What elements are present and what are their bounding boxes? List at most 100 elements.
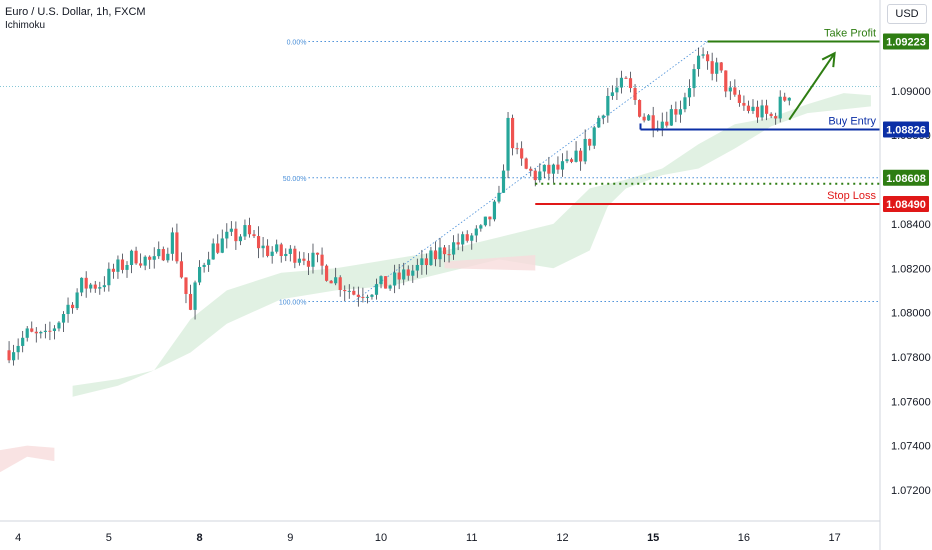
candle-bearish	[488, 216, 492, 220]
currency-button[interactable]: USD	[887, 4, 927, 24]
candle-bullish	[470, 235, 474, 241]
candle-bullish	[211, 243, 215, 260]
candle-bullish	[497, 192, 501, 202]
fib-level-label: 0.00%	[287, 39, 307, 46]
candle-bearish	[547, 164, 551, 174]
candle-bearish	[569, 159, 574, 162]
candle-bullish	[157, 249, 161, 257]
candle-bearish	[733, 87, 737, 95]
candle-bullish	[284, 253, 288, 257]
candle-bullish	[220, 238, 224, 253]
candle-bearish	[179, 261, 184, 278]
candle-bullish	[75, 292, 79, 309]
candle-bearish	[765, 105, 769, 114]
candle-bullish	[606, 95, 610, 116]
candle-bullish	[43, 330, 47, 332]
candle-bullish	[778, 96, 782, 119]
candle-bullish	[429, 250, 433, 266]
candle-bullish	[402, 269, 406, 280]
y-tick-label: 1.07200	[891, 485, 931, 497]
candle-bullish	[275, 244, 279, 252]
candle-bullish	[461, 234, 465, 245]
candle-bullish	[388, 285, 392, 289]
stop-loss-tag	[883, 195, 929, 212]
candle-bearish	[216, 243, 220, 253]
candle-bearish	[329, 280, 333, 284]
candle-bullish	[347, 290, 351, 292]
candle-bearish	[302, 258, 306, 261]
candle-bearish	[139, 263, 143, 266]
candle-bullish	[288, 248, 292, 254]
candle-bearish	[651, 115, 655, 129]
candle-bullish	[751, 106, 755, 111]
candle-bullish	[760, 105, 764, 118]
candle-bullish	[243, 225, 247, 237]
candle-bullish	[452, 242, 456, 255]
candle-bearish	[624, 77, 628, 79]
candle-bearish	[7, 350, 11, 361]
candle-bearish	[293, 248, 297, 263]
candle-bullish	[98, 287, 102, 289]
candle-bullish	[66, 304, 70, 315]
candle-bullish	[560, 161, 565, 170]
candle-bullish	[229, 228, 233, 232]
candle-bearish	[533, 170, 537, 181]
dotted-support-value: 1.08608	[886, 173, 926, 185]
candle-bullish	[538, 171, 542, 181]
candle-bullish	[420, 258, 424, 265]
candle-bearish	[148, 256, 152, 260]
candle-bullish	[696, 55, 701, 70]
candle-bearish	[746, 105, 751, 111]
ichimoku-cloud-bearish	[444, 255, 536, 271]
x-tick-label: 11	[466, 532, 477, 544]
candle-bearish	[161, 249, 165, 261]
candle-bearish	[84, 277, 88, 289]
x-tick-label: 12	[556, 532, 568, 544]
candle-bearish	[520, 148, 524, 159]
candle-bullish	[370, 294, 374, 297]
candle-bullish	[334, 277, 338, 284]
candle-bullish	[129, 250, 134, 265]
candle-bullish	[592, 127, 596, 146]
y-tick-label: 1.09000	[891, 86, 931, 98]
ichimoku-cloud-bearish	[0, 445, 55, 473]
candle-bearish	[556, 164, 560, 170]
candle-bullish	[542, 164, 546, 172]
candle-bullish	[492, 201, 497, 220]
candle-bearish	[188, 293, 193, 310]
candle-bearish	[134, 250, 138, 264]
x-tick-label: 17	[829, 532, 841, 544]
candle-bullish	[143, 256, 147, 266]
candle-bullish	[21, 337, 25, 346]
candle-bearish	[93, 284, 97, 289]
take-profit-value: 1.09223	[886, 36, 926, 48]
candle-bullish	[261, 245, 265, 249]
candle-bearish	[256, 236, 261, 249]
x-tick-label: 5	[106, 532, 112, 544]
candle-bullish	[583, 138, 587, 162]
candle-bullish	[89, 284, 93, 289]
candle-bearish	[515, 148, 519, 150]
candle-bullish	[57, 322, 61, 329]
candle-bullish	[597, 117, 601, 128]
candle-bearish	[642, 116, 646, 121]
candle-bearish	[510, 117, 515, 149]
candle-bearish	[424, 258, 428, 266]
candle-bearish	[120, 259, 125, 270]
candle-bullish	[374, 284, 379, 295]
take-profit-tag	[883, 33, 929, 50]
candle-bearish	[325, 265, 329, 281]
candle-bullish	[152, 256, 156, 260]
candle-bullish	[660, 121, 664, 129]
candle-bearish	[724, 70, 728, 92]
candle-bearish	[638, 99, 642, 117]
candle-bearish	[383, 276, 388, 289]
candle-bearish	[70, 304, 75, 309]
candle-bearish	[737, 94, 741, 103]
candle-bullish	[102, 285, 106, 288]
candle-bearish	[774, 116, 778, 119]
candle-bullish	[166, 253, 170, 261]
candle-bullish	[715, 62, 719, 74]
candle-bearish	[524, 158, 528, 169]
